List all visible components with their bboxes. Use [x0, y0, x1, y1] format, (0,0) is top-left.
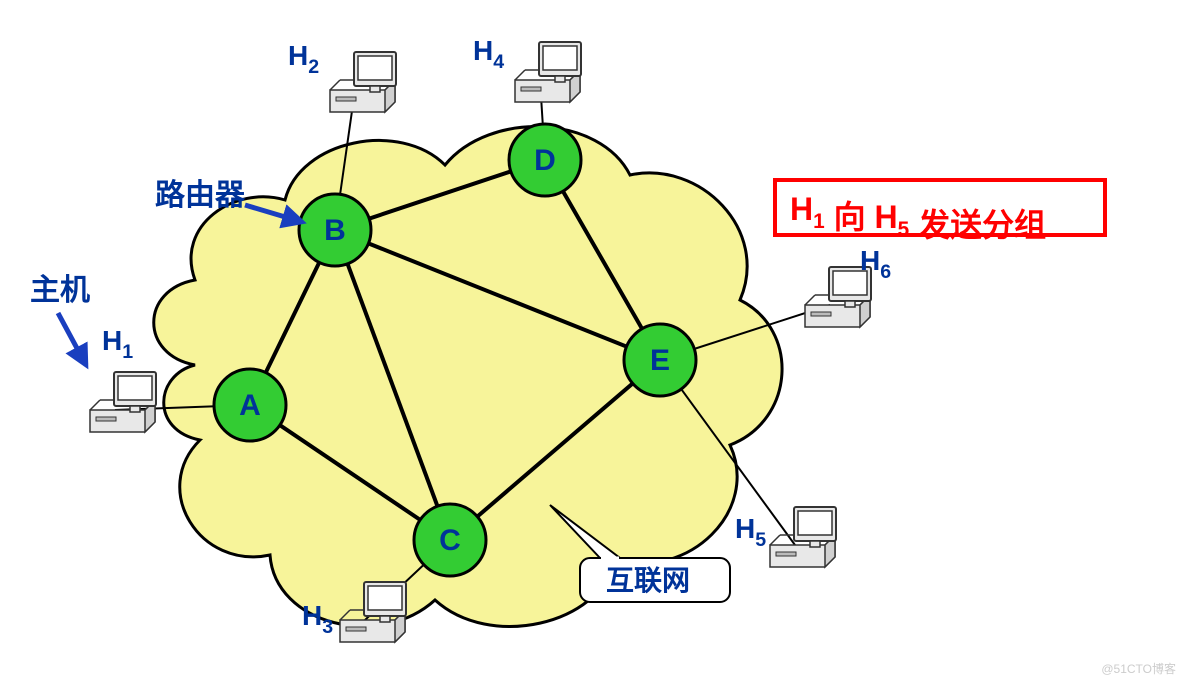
watermark-text: @51CTO博客	[1101, 660, 1176, 677]
host-h6: H6	[805, 245, 891, 327]
host-h5: H5	[735, 507, 836, 567]
annotation-router: 路由器	[155, 179, 246, 212]
host-h4: H4	[473, 35, 581, 102]
annotation-host-arrow	[58, 313, 86, 365]
router-label-d: D	[534, 144, 556, 177]
router-label-b: B	[324, 214, 346, 247]
host-h2: H2	[288, 40, 396, 112]
host-label-h1: H1	[102, 325, 133, 363]
router-label-a: A	[239, 389, 261, 422]
host-label-h5: H5	[735, 513, 766, 551]
host-label-h2: H2	[288, 40, 319, 78]
annotation-internet-text: 互联网	[606, 565, 690, 596]
host-h1: H1	[90, 325, 156, 432]
network-diagram: ABCDEH1H2H3H4H5H6路由器主机互联网H1 向 H5 发送分组	[0, 0, 1184, 683]
router-label-c: C	[439, 524, 461, 557]
host-label-h4: H4	[473, 35, 504, 73]
router-label-e: E	[650, 344, 670, 377]
annotation-host: 主机	[30, 274, 90, 307]
